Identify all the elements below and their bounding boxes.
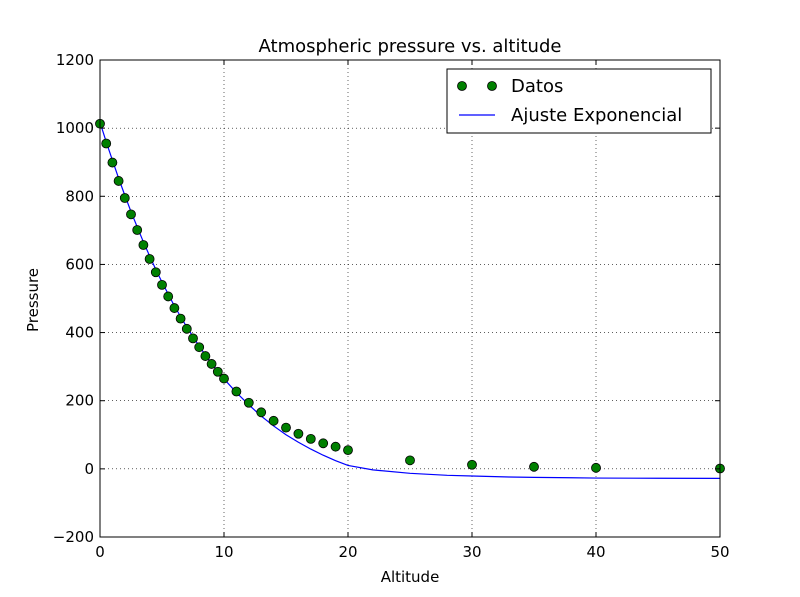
- data-point: [318, 438, 329, 449]
- data-point: [163, 291, 174, 302]
- x-tick-label: 10: [214, 543, 233, 561]
- y-tick-label: 1200: [56, 51, 94, 69]
- data-point: [330, 441, 341, 452]
- data-points-series: [95, 118, 725, 474]
- data-point: [107, 157, 118, 168]
- data-point: [181, 323, 192, 334]
- data-point: [405, 455, 415, 466]
- x-tick-label: 50: [710, 543, 729, 561]
- axis-ticks: [99, 59, 721, 538]
- y-tick-labels: −200 0 200 400 600 800 1000 1200: [53, 51, 94, 546]
- data-point: [219, 373, 229, 384]
- legend: Datos Ajuste Exponencial: [446, 68, 712, 134]
- x-tick-labels: 0 10 20 30 40 50: [95, 543, 729, 561]
- legend-label-datos: Datos: [511, 76, 563, 97]
- data-point: [169, 303, 180, 313]
- chart-title: Atmospheric pressure vs. altitude: [259, 36, 562, 57]
- x-tick-label: 40: [586, 543, 605, 561]
- data-point: [467, 459, 477, 470]
- data-point: [268, 415, 279, 426]
- data-point: [206, 359, 217, 369]
- plot-frame: [99, 59, 721, 538]
- x-tick-label: 0: [95, 543, 105, 561]
- data-point: [529, 461, 539, 472]
- data-point: [343, 445, 353, 456]
- data-point: [144, 254, 155, 264]
- data-point: [157, 279, 167, 290]
- data-point: [126, 209, 136, 220]
- data-point: [119, 193, 130, 203]
- legend-label-ajuste: Ajuste Exponencial: [511, 105, 682, 126]
- x-tick-label: 20: [338, 543, 357, 561]
- y-tick-label: 800: [65, 187, 94, 205]
- data-point: [194, 342, 205, 353]
- data-point: [305, 433, 316, 444]
- fit-line: [99, 122, 721, 479]
- x-tick-label: 30: [462, 543, 481, 561]
- legend-marker-datos-1: [457, 81, 467, 91]
- data-point: [281, 422, 291, 433]
- data-point: [101, 138, 112, 149]
- y-tick-label: 200: [65, 392, 94, 410]
- data-point: [188, 333, 198, 344]
- x-axis-label: Altitude: [381, 568, 440, 586]
- data-point: [212, 366, 223, 377]
- data-point: [591, 462, 601, 473]
- y-axis-label: Pressure: [24, 268, 42, 332]
- data-point: [293, 428, 304, 439]
- data-point: [256, 407, 267, 418]
- data-point: [231, 386, 242, 397]
- fit-line-series: [99, 122, 721, 479]
- data-point: [200, 351, 211, 361]
- y-tick-label: 1000: [56, 119, 94, 137]
- y-tick-label: 0: [84, 460, 94, 478]
- legend-box: [446, 68, 712, 134]
- data-point: [138, 240, 149, 250]
- data-point: [113, 176, 124, 186]
- data-point: [243, 397, 254, 408]
- data-point: [150, 267, 161, 278]
- data-point: [132, 225, 143, 235]
- y-tick-label: 400: [65, 324, 94, 342]
- y-tick-label: 600: [65, 255, 94, 273]
- data-point: [175, 313, 186, 324]
- y-tick-label: −200: [53, 528, 94, 546]
- legend-marker-datos-2: [487, 81, 497, 91]
